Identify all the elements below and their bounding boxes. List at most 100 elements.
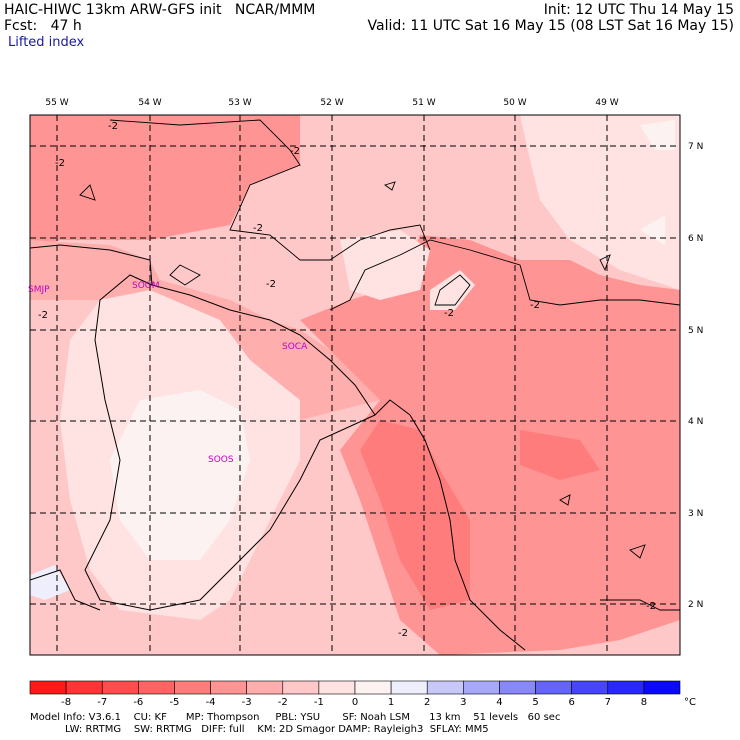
- contour-blob6: [559, 494, 571, 506]
- station-labels: SMJP SOGM SOCA SOOS: [28, 281, 308, 465]
- border-southwest: [30, 569, 101, 611]
- colorbar-tick-label: 5: [532, 697, 538, 708]
- colorbar-swatch: [282, 680, 320, 695]
- model-info-line2: LW: RRTMG SW: RRTMG DIFF: full KM: 2D Sm…: [30, 724, 489, 735]
- colorbar-tick-label: -6: [133, 697, 143, 708]
- station-soos: SOOS: [208, 455, 234, 465]
- contour-blob3: [599, 254, 611, 272]
- contour-labels: -2 -2 -2 -2 -2 -2 -2 -2 -2 -2: [38, 121, 656, 639]
- lon-label-54w: 54 W: [138, 98, 161, 108]
- colorbar-swatch: [571, 680, 609, 695]
- contour-label: -2: [38, 310, 48, 321]
- colorbar-tick-label: -1: [314, 697, 324, 708]
- colorbar-swatch: [29, 680, 67, 695]
- lon-label-55w: 55 W: [45, 98, 68, 108]
- lon-label-49w: 49 W: [595, 98, 618, 108]
- colorbar-tick-label: -7: [97, 697, 107, 708]
- colorbar-swatch: [246, 680, 284, 695]
- shade-interior-core: [110, 390, 250, 560]
- coastlines: [30, 244, 526, 651]
- shade-east: [300, 235, 680, 655]
- colorbar-swatch: [210, 680, 247, 695]
- colorbar-tick-label: 1: [388, 697, 394, 708]
- station-soca: SOCA: [282, 342, 308, 352]
- contour-label: -2: [290, 146, 300, 157]
- model-info-line1: Model Info: V3.6.1 CU: KF MP: Thompson P…: [30, 712, 561, 723]
- shade-central-lobe: [340, 230, 430, 300]
- contour-label: -2: [253, 223, 263, 234]
- colorbar-tick-label: -5: [169, 697, 179, 708]
- contour-label: -2: [108, 121, 118, 132]
- shade-northeast: [520, 115, 680, 290]
- station-smjp: SMJP: [28, 285, 50, 295]
- contour-blob7: [629, 544, 646, 559]
- coastline: [30, 244, 526, 651]
- colorbar-tick-label: -2: [278, 697, 288, 708]
- valid-time: Valid: 11 UTC Sat 16 May 15 (08 LST Sat …: [367, 18, 734, 34]
- colorbar-swatch: [354, 680, 392, 695]
- colorbar-tick-label: -8: [61, 697, 71, 708]
- longitude-labels: 55 W 54 W 53 W 52 W 51 W 50 W 49 W: [45, 98, 618, 108]
- colorbar-swatch: [174, 680, 211, 695]
- colorbar-swatch: [101, 680, 139, 695]
- colorbar: -8 -7 -6 -5 -4 -3 -2 -1 0 1 2 3 4 5 6 7 8 °C: [29, 680, 696, 708]
- map-frame: [29, 114, 681, 656]
- lat-label-5n: 5 N: [688, 326, 703, 336]
- contour-blob1: [169, 264, 201, 286]
- shade-southwest: [30, 565, 70, 600]
- contour-label: -2: [398, 628, 408, 639]
- colorbar-tick-label: 0: [352, 697, 358, 708]
- shade-central-lobe2: [430, 270, 475, 310]
- colorbar-tick-label: 7: [605, 697, 611, 708]
- graticule: [30, 115, 680, 655]
- shade-east-core: [360, 420, 470, 610]
- lat-label-3n: 3 N: [688, 509, 703, 519]
- colorbar-swatch: [138, 680, 175, 695]
- colorbar-swatch: [426, 680, 464, 695]
- lat-label-6n: 6 N: [688, 234, 703, 244]
- colorbar-tick-label: -3: [242, 697, 252, 708]
- colorbar-unit: °C: [684, 697, 696, 708]
- contour-blob2: [434, 274, 471, 306]
- contour-north: [109, 119, 431, 261]
- lon-label-52w: 52 W: [320, 98, 343, 108]
- colorbar-swatch: [643, 680, 681, 695]
- contour-blob4: [79, 184, 96, 201]
- colorbar-swatch: [463, 680, 500, 695]
- colorbar-tick-label: 4: [496, 697, 502, 708]
- colorbar-swatch: [535, 680, 572, 695]
- contour-label: -2: [646, 601, 656, 612]
- contour-blob5: [383, 181, 396, 191]
- station-sogm: SOGM: [132, 281, 160, 291]
- contour-label: -2: [266, 279, 276, 290]
- contour-label: -2: [444, 308, 454, 319]
- shade-east-patch: [520, 430, 600, 480]
- colorbar-swatch: [607, 680, 645, 695]
- init-time: Init: 12 UTC Thu 14 May 15: [543, 2, 734, 18]
- shade-north-west: [30, 115, 300, 250]
- colorbar-swatch: [390, 680, 428, 695]
- colorbar-tick-label: 3: [460, 697, 466, 708]
- contour-label: -2: [530, 300, 540, 311]
- lat-label-7n: 7 N: [688, 142, 703, 152]
- lon-label-50w: 50 W: [503, 98, 526, 108]
- shade-ne-patch2: [640, 215, 665, 245]
- colorbar-tick-label: 8: [641, 697, 647, 708]
- border-west: [84, 274, 376, 611]
- lat-label-4n: 4 N: [688, 417, 703, 427]
- lat-label-2n: 2 N: [688, 600, 703, 610]
- shade-ne-patch: [640, 120, 675, 150]
- colorbar-swatch: [65, 680, 103, 695]
- colorbar-swatch: [318, 680, 356, 695]
- colorbar-tick-label: -4: [206, 697, 216, 708]
- latitude-labels: 7 N 6 N 5 N 4 N 3 N 2 N: [688, 142, 703, 610]
- colorbar-tick-label: 2: [424, 697, 430, 708]
- colorbar-tick-label: 6: [568, 697, 574, 708]
- field-name: Lifted index: [8, 35, 85, 50]
- colorbar-swatch: [499, 680, 536, 695]
- lon-label-53w: 53 W: [228, 98, 251, 108]
- lon-label-51w: 51 W: [412, 98, 435, 108]
- model-title: HAIC-HIWC 13km ARW-GFS init NCAR/MMM: [4, 2, 316, 18]
- contour-south: [600, 599, 680, 611]
